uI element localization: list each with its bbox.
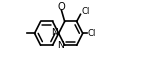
Text: O: O <box>57 2 65 12</box>
Text: N: N <box>57 41 64 50</box>
Text: Cl: Cl <box>82 7 90 16</box>
Text: N: N <box>51 28 58 37</box>
Text: Cl: Cl <box>88 29 96 38</box>
